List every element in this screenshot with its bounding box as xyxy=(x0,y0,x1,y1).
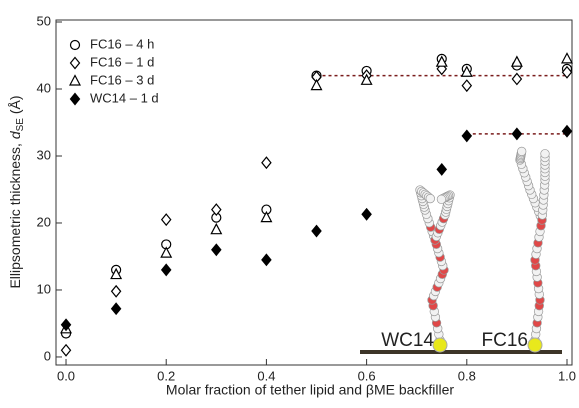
inset-anchor xyxy=(432,337,448,353)
marker xyxy=(361,207,372,221)
marker xyxy=(211,203,222,217)
marker xyxy=(511,127,523,141)
y-label-text: Ellipsometric thickness, xyxy=(7,139,23,288)
legend-label: WC14 – 1 d xyxy=(90,90,159,105)
plot-frame xyxy=(55,19,573,366)
x-tick-label: 0.2 xyxy=(157,368,175,383)
y-label-symbol: d xyxy=(7,130,23,139)
marker xyxy=(60,318,72,332)
marker xyxy=(110,267,123,280)
y-tick-label: 20 xyxy=(37,214,51,229)
y-tick-label: 0 xyxy=(44,348,51,363)
marker xyxy=(560,52,573,64)
marker xyxy=(110,302,122,316)
marker xyxy=(211,243,222,257)
marker xyxy=(310,78,323,91)
y-tick-label: 30 xyxy=(37,147,51,162)
inset-substrate xyxy=(360,350,562,354)
x-tick-label: 0.0 xyxy=(57,368,75,383)
marker xyxy=(60,343,72,357)
marker xyxy=(561,124,573,138)
legend-label: FC16 – 3 d xyxy=(90,72,154,87)
y-label-subscript: SE xyxy=(15,118,26,132)
marker xyxy=(311,224,322,238)
inset: WC14 FC16 xyxy=(360,146,562,354)
marker xyxy=(261,156,272,170)
x-tick-label: 0.8 xyxy=(458,368,476,383)
marker xyxy=(561,65,573,79)
y-tick-label: 50 xyxy=(37,13,51,28)
marker xyxy=(460,65,473,77)
legend-marker xyxy=(69,74,81,86)
y-tick-label: 10 xyxy=(37,281,51,296)
inset-label: FC16 xyxy=(482,330,528,351)
inset-bead xyxy=(517,146,527,157)
marker xyxy=(160,213,172,227)
inset-anchor xyxy=(527,337,543,353)
y-tick-label: 40 xyxy=(37,80,51,95)
marker xyxy=(260,210,273,223)
marker xyxy=(435,55,448,67)
marker xyxy=(160,246,173,258)
inset-bead xyxy=(425,193,435,204)
y-axis-label: Ellipsometric thickness, dSE (Å) xyxy=(7,95,26,288)
legend-marker xyxy=(69,92,81,106)
x-tick-label: 1.0 xyxy=(558,368,576,383)
marker xyxy=(210,222,223,235)
marker xyxy=(510,55,523,67)
marker xyxy=(261,253,272,267)
inset-bead xyxy=(436,194,447,204)
legend-label: FC16 – 4 h xyxy=(90,36,154,51)
marker xyxy=(160,263,172,277)
x-tick-label: 0.6 xyxy=(358,368,376,383)
legend-marker xyxy=(69,39,81,51)
marker xyxy=(461,129,473,143)
marker xyxy=(360,73,373,85)
inset-bead xyxy=(540,149,550,159)
y-label-unit: (Å) xyxy=(7,95,23,118)
marker xyxy=(511,72,523,86)
x-tick-label: 0.4 xyxy=(257,368,275,383)
marker xyxy=(461,79,473,93)
legend-label: FC16 – 1 d xyxy=(90,54,154,69)
marker xyxy=(436,162,448,176)
inset-label: WC14 xyxy=(381,330,434,351)
legend-marker xyxy=(69,56,81,70)
marker xyxy=(110,284,122,298)
x-axis-label: Molar fraction of tether lipid and βME b… xyxy=(166,382,455,398)
